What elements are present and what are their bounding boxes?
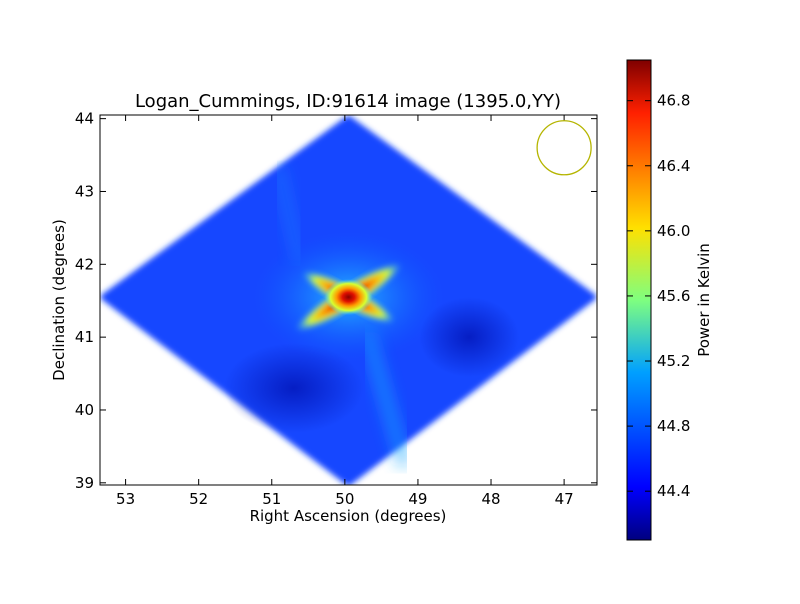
y-axis-label: Declination (degrees) [50, 219, 68, 381]
y-tick-label: 42 [75, 255, 94, 273]
colorbar-tick-label: 46.4 [657, 157, 690, 175]
x-tick-label: 50 [335, 490, 354, 508]
x-axis-label: Right Ascension (degrees) [250, 507, 447, 525]
y-tick-label: 40 [75, 401, 94, 419]
x-tick-label: 49 [408, 490, 427, 508]
x-tick-label: 53 [116, 490, 135, 508]
plot-frame [99, 114, 598, 486]
colorbar-tick-label: 46.8 [657, 92, 690, 110]
y-axis-ticks: 39 40 41 42 43 44 [75, 110, 597, 492]
colorbar-tick-label: 44.8 [657, 417, 690, 435]
colorbar-tick-label: 45.2 [657, 352, 690, 370]
core-peak [324, 279, 373, 316]
x-tick-label: 47 [555, 490, 574, 508]
source-core [295, 262, 402, 332]
colorbar-tick-label: 46.0 [657, 222, 690, 240]
y-tick-label: 43 [75, 182, 94, 200]
heatmap [100, 115, 597, 485]
colorbar-ticks: 44.4 44.8 45.2 45.6 46.0 46.4 46.8 [627, 92, 690, 500]
colorbar-tick-label: 45.6 [657, 287, 690, 305]
colorbar [626, 59, 652, 541]
x-tick-label: 51 [262, 490, 281, 508]
y-tick-label: 44 [75, 110, 94, 128]
colorbar-label: Power in Kelvin [695, 243, 713, 357]
x-tick-label: 52 [189, 490, 208, 508]
x-axis-ticks: 53 52 51 50 49 48 47 [116, 115, 574, 508]
colorbar-tick-label: 44.4 [657, 482, 690, 500]
low-power-region [419, 297, 520, 378]
y-tick-label: 39 [75, 474, 94, 492]
emission-streak [275, 165, 303, 262]
x-tick-label: 48 [481, 490, 500, 508]
chart-title: Logan_Cummings, ID:91614 image (1395.0,Y… [135, 91, 561, 112]
y-tick-label: 41 [75, 328, 94, 346]
low-power-region [223, 343, 364, 434]
beam-circle [536, 120, 592, 176]
